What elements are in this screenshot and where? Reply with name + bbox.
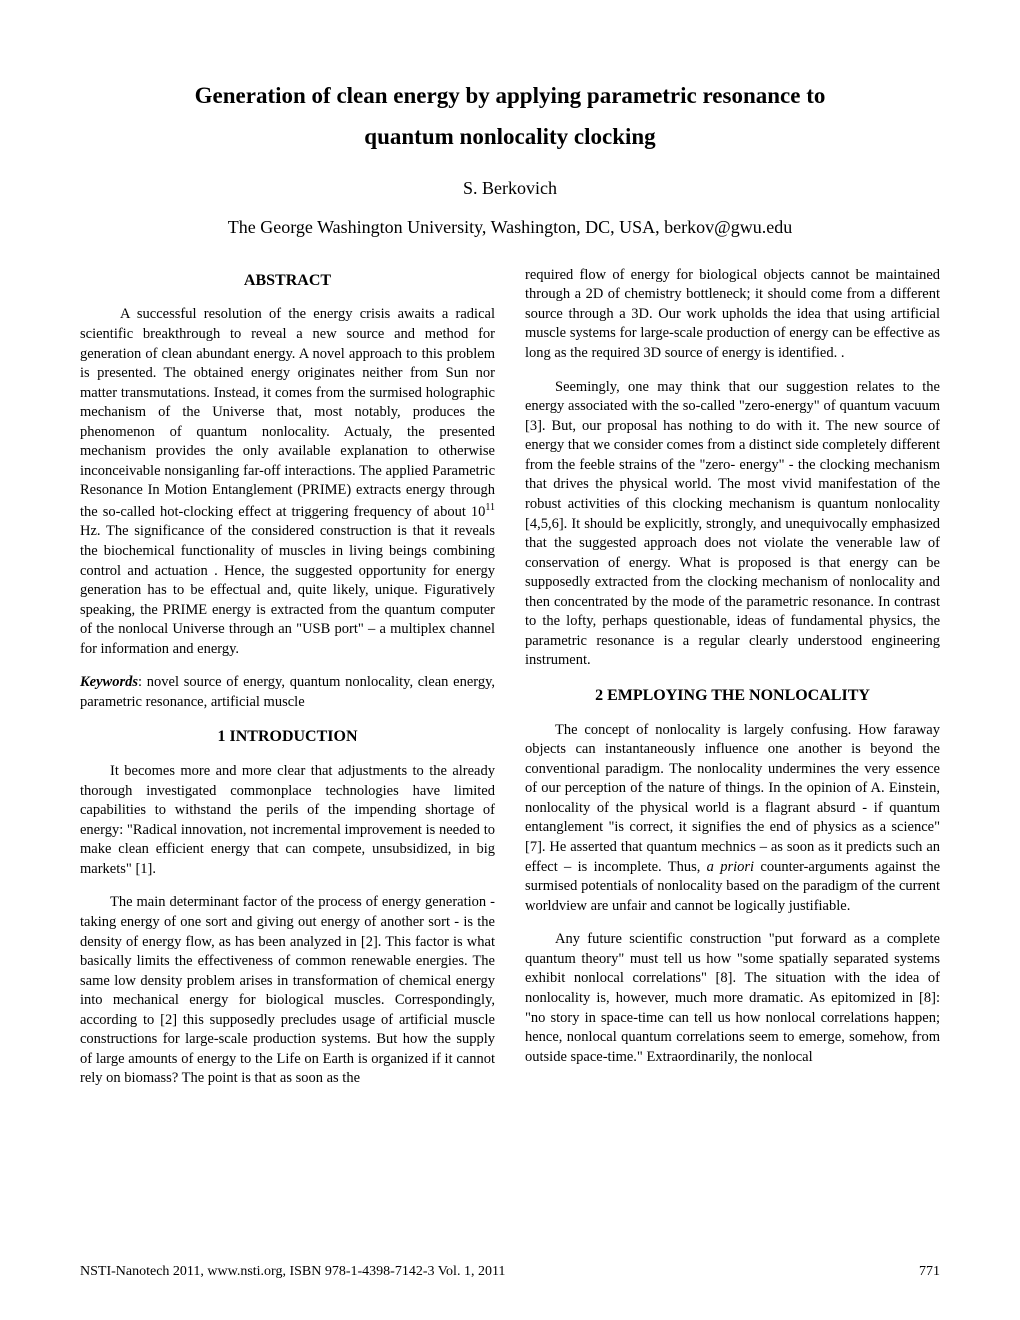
r3-pre: The concept of nonlocality is largely co…: [525, 722, 940, 875]
title-line-1: Generation of clean energy by applying p…: [195, 83, 826, 108]
keywords-label: Keywords: [80, 674, 138, 690]
left-column: ABSTRACT A successful resolution of the …: [80, 266, 495, 1103]
abstract-text-post: Hz. The significance of the considered c…: [80, 523, 495, 656]
abstract-text-pre: A successful resolution of the energy cr…: [80, 306, 495, 519]
intro-paragraph-2: The main determinant factor of the proce…: [80, 893, 495, 1089]
title-line-2: quantum nonlocality clocking: [364, 124, 655, 149]
right-column: required flow of energy for biological o…: [525, 266, 940, 1103]
keywords-paragraph: Keywords: novel source of energy, quantu…: [80, 673, 495, 712]
paper-title: Generation of clean energy by applying p…: [80, 75, 940, 158]
right-paragraph-2: Seemingly, one may think that our sugges…: [525, 378, 940, 671]
abstract-heading: ABSTRACT: [80, 270, 495, 292]
affiliation: The George Washington University, Washin…: [80, 217, 940, 238]
page-footer: NSTI-Nanotech 2011, www.nsti.org, ISBN 9…: [80, 1264, 940, 1280]
right-paragraph-3: The concept of nonlocality is largely co…: [525, 721, 940, 917]
page-number: 771: [919, 1264, 940, 1280]
introduction-heading: 1 INTRODUCTION: [80, 726, 495, 748]
r3-italic: a priori: [707, 859, 754, 875]
abstract-exponent: 11: [485, 502, 495, 513]
two-column-layout: ABSTRACT A successful resolution of the …: [80, 266, 940, 1103]
author-name: S. Berkovich: [80, 178, 940, 199]
section-2-heading: 2 EMPLOYING THE NONLOCALITY: [525, 685, 940, 707]
right-paragraph-1: required flow of energy for biological o…: [525, 266, 940, 364]
abstract-paragraph: A successful resolution of the energy cr…: [80, 305, 495, 659]
right-paragraph-4: Any future scientific construction "put …: [525, 930, 940, 1067]
keywords-text: : novel source of energy, quantum nonloc…: [80, 674, 495, 710]
footer-citation: NSTI-Nanotech 2011, www.nsti.org, ISBN 9…: [80, 1264, 505, 1280]
intro-paragraph-1: It becomes more and more clear that adju…: [80, 762, 495, 879]
